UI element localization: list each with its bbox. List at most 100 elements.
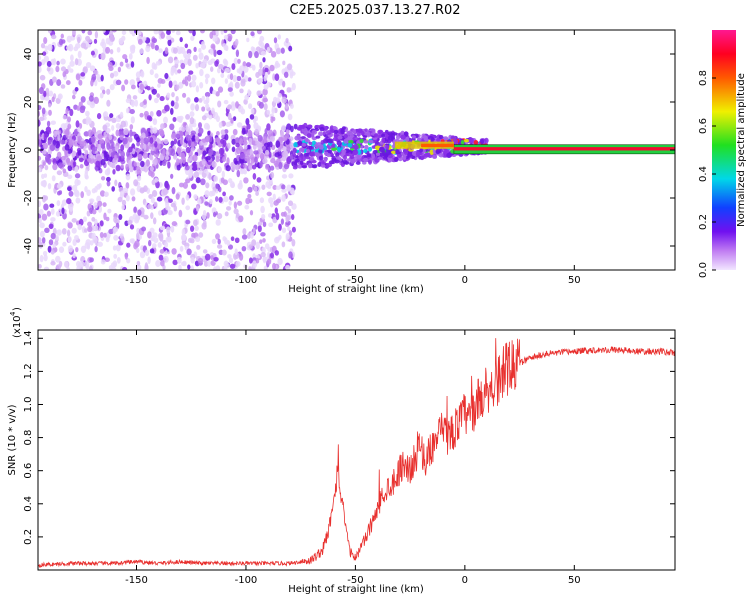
spectrogram-cell (251, 140, 256, 146)
spectrogram-cell (149, 155, 154, 161)
spectrogram-cell (460, 140, 465, 145)
spectrogram-cell (286, 156, 292, 165)
spectrogram-cell (181, 156, 187, 164)
spectrogram-cell (150, 42, 155, 50)
spectrogram-cell (280, 130, 284, 138)
spectrogram-cell (323, 137, 329, 144)
spectrogram-cell (245, 149, 251, 156)
spectrogram-cell (98, 183, 102, 189)
spectrogram-cell (235, 49, 240, 58)
spectrogram-cell (48, 109, 52, 116)
spectrogram-cell (69, 68, 74, 73)
spectrogram-cell (190, 265, 195, 270)
spectrogram-cell (77, 50, 82, 59)
spectrogram-cell (89, 257, 94, 263)
spectrogram-cell (64, 144, 70, 151)
spectrogram-cell (309, 152, 315, 157)
spectrogram-cell (122, 54, 128, 60)
spectrogram-cell (250, 157, 255, 164)
spectrogram-cell (395, 135, 401, 140)
spectrogram-cell (251, 260, 258, 268)
spectrogram-cell (111, 186, 115, 192)
spectrogram-cell (202, 58, 208, 65)
spectrogram-cell (130, 84, 136, 90)
spectrogram-cell (423, 135, 428, 141)
spectrogram-cell (201, 106, 206, 112)
spectrogram-cell (121, 30, 127, 35)
spectrogram-cell (85, 110, 90, 117)
spectrogram-cell (111, 124, 115, 131)
spectrogram-cell (107, 208, 112, 214)
spectrogram-cell (112, 245, 117, 251)
spectrogram-cell (245, 197, 251, 205)
spectrogram-cell (435, 148, 442, 154)
spectrogram-cell (106, 180, 111, 187)
spectrogram-cell (368, 139, 374, 144)
spectrogram-cell (238, 215, 244, 223)
spectrogram-x-tick-label: 0 (462, 275, 468, 286)
spectrogram-cell (211, 190, 216, 197)
spectrogram-cell (67, 65, 71, 71)
spectrogram-cell (215, 233, 220, 240)
spectrogram-cell (262, 57, 266, 63)
spectrogram-cell (165, 206, 171, 211)
spectrogram-cell (218, 147, 225, 156)
spectrogram-cell (92, 236, 98, 244)
spectrogram-cell (190, 225, 195, 232)
spectrogram-cell (146, 85, 151, 91)
spectrogram-cell (59, 139, 66, 145)
spectrogram-cell (238, 158, 244, 164)
spectrogram-cell (129, 79, 136, 87)
spectrogram-cell (292, 166, 298, 170)
spectrogram-cell (88, 95, 94, 102)
spectrogram-cell (222, 191, 226, 197)
spectrogram-cell (272, 262, 276, 270)
spectrogram-cell (190, 35, 195, 41)
spectrogram-cell (47, 103, 52, 108)
spectrogram-cell (137, 175, 142, 182)
spectrogram-cell (213, 175, 219, 182)
spectrogram-cell (38, 61, 42, 67)
spectrogram-cell (228, 200, 232, 206)
spectrogram-cell (172, 117, 177, 122)
spectrogram-cell (76, 105, 80, 111)
spectrogram-cell (192, 54, 198, 61)
spectrogram-cell (158, 254, 164, 261)
spectrogram-cell (99, 231, 104, 239)
spectrogram-cell (278, 223, 282, 231)
colorbar-tick-label: 0.0 (698, 262, 709, 278)
spectrogram-cell (236, 200, 243, 206)
spectrogram-cell (84, 228, 88, 233)
spectrogram-cell (236, 122, 243, 128)
spectrogram-cell (189, 117, 195, 125)
spectrogram-cell (89, 198, 95, 203)
spectrogram-cell (266, 258, 272, 265)
spectrogram-cell (153, 237, 159, 244)
spectrogram-cell (38, 155, 42, 161)
spectrogram-cell (285, 129, 290, 135)
spectrogram-cell (202, 209, 207, 216)
spectrogram-cell (93, 96, 99, 105)
spectrogram-cell (314, 124, 321, 129)
spectrogram-cell (281, 184, 286, 190)
spectrogram-cell (306, 124, 313, 128)
spectrogram-cell (50, 58, 55, 66)
spectrogram-cell (252, 64, 256, 71)
spectrogram-cell (183, 57, 189, 66)
spectrogram-cell (202, 249, 208, 254)
spectrogram-cell (104, 257, 110, 263)
spectrogram-cell (175, 193, 180, 200)
spectrogram-cell (343, 138, 349, 144)
spectrogram-cell (350, 158, 356, 164)
spectrogram-cell (148, 239, 152, 247)
spectrogram-cell (260, 252, 266, 258)
spectrogram-cell (48, 239, 54, 246)
spectrogram-cell (61, 207, 65, 215)
chart-title: C2E5.2025.037.13.27.R02 (289, 3, 460, 18)
spectrogram-cell (171, 91, 175, 98)
spectrogram-cell (201, 41, 206, 46)
snr-y-tick-label: 0.4 (23, 496, 34, 512)
spectrogram-cell (84, 260, 90, 269)
spectrogram-cell (145, 249, 150, 257)
spectrogram-cell (352, 136, 359, 141)
